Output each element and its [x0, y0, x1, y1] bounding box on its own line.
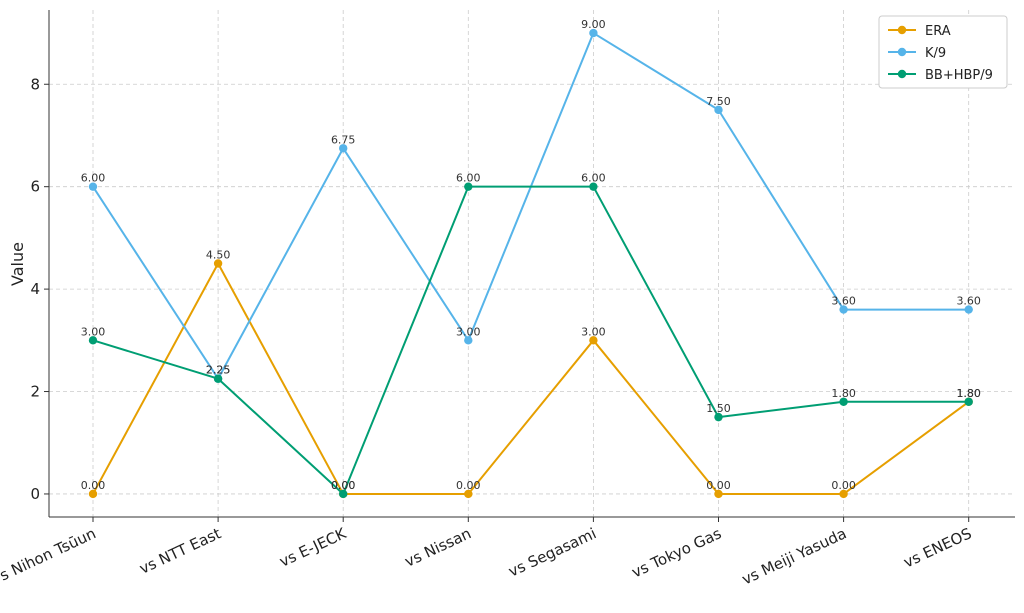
data-point	[339, 489, 348, 499]
y-tick-label: 6	[30, 178, 40, 196]
x-tick-label: vs ENEOS	[901, 524, 975, 571]
data-labels: 0.00 4.50 0.00 0.00 3.00 0.00 0.00 1.80 6.00 2.25…	[81, 18, 981, 492]
legend-label: BB+HBP/9	[925, 68, 993, 83]
data-label: 3.60	[956, 295, 981, 308]
data-point	[88, 182, 98, 191]
legend-box	[878, 15, 1008, 89]
series-line	[92, 32, 969, 380]
data-label: 6.75	[331, 133, 356, 146]
data-label: 3.60	[831, 295, 856, 308]
legend-swatch-marker	[897, 47, 907, 57]
data-label: 0.00	[331, 479, 356, 492]
data-label: 1.50	[706, 402, 731, 415]
y-tick-label: 8	[30, 75, 40, 93]
data-point	[88, 489, 98, 499]
data-point	[88, 336, 98, 345]
y-tick-label: 0	[30, 485, 40, 503]
data-label: 1.80	[956, 387, 981, 400]
data-label: 0.00	[331, 479, 356, 492]
data-label: 3.00	[81, 325, 106, 338]
data-label: 0.00	[831, 479, 856, 492]
data-label: 0.00	[81, 479, 106, 492]
y-axis-label: Value	[8, 242, 27, 286]
data-point	[839, 397, 848, 406]
data-point	[964, 397, 973, 406]
x-tick-label: vs Nissan	[402, 524, 474, 570]
data-point	[339, 144, 348, 153]
data-label: 6.00	[581, 172, 606, 185]
data-label: 3.00	[581, 325, 606, 338]
x-tick-label: vs Tokyo Gas	[629, 524, 725, 581]
data-point	[589, 182, 598, 191]
series-line	[92, 185, 969, 495]
data-label: 6.00	[81, 172, 106, 185]
data-point	[464, 489, 473, 499]
y-ticks: 0 2 4 6 8	[30, 75, 49, 503]
data-point	[589, 336, 598, 345]
grid	[49, 10, 1015, 517]
data-point	[714, 412, 723, 422]
data-label: 4.50	[206, 249, 231, 262]
data-label: 1.80	[956, 387, 981, 400]
legend-label: K/9	[925, 46, 946, 61]
data-label: 0.00	[456, 479, 481, 492]
data-label: 9.00	[581, 18, 606, 31]
data-point	[213, 374, 223, 383]
data-label: 6.00	[456, 172, 481, 185]
series	[88, 28, 973, 499]
legend-swatch-marker	[897, 69, 907, 79]
y-tick-label: 2	[30, 383, 40, 401]
x-tick-label: vs NTT East	[137, 524, 224, 578]
data-label: 2.25	[206, 364, 231, 377]
data-point	[964, 305, 973, 314]
data-point	[589, 28, 598, 38]
data-label: 0.00	[706, 479, 731, 492]
x-tick-label: vs Segasami	[506, 524, 599, 580]
data-label: 2.25	[206, 364, 231, 377]
data-point	[213, 259, 223, 268]
data-point	[464, 182, 473, 191]
data-label: 3.00	[456, 325, 481, 338]
data-point	[839, 305, 848, 314]
series-line	[92, 262, 970, 495]
legend: ERA K/9 BB+HBP/9	[878, 15, 1008, 89]
data-point	[714, 489, 723, 499]
data-point	[839, 489, 848, 499]
data-point	[714, 105, 723, 115]
data-label: 7.50	[706, 95, 731, 108]
y-tick-label: 4	[30, 280, 40, 298]
data-point	[464, 336, 473, 345]
data-label: 1.80	[831, 387, 856, 400]
axes	[48, 10, 1015, 518]
legend-label: ERA	[925, 24, 951, 39]
x-tick-label: vs Meiji Yasuda	[739, 524, 849, 588]
legend-swatch-marker	[897, 25, 907, 35]
x-tick-label: vs Nihon Tsūun	[0, 524, 99, 588]
x-tick-label: vs E-JECK	[277, 524, 350, 571]
x-ticks: vs Nihon Tsūun vs NTT East vs E-JECK vs Nis…	[0, 517, 974, 588]
